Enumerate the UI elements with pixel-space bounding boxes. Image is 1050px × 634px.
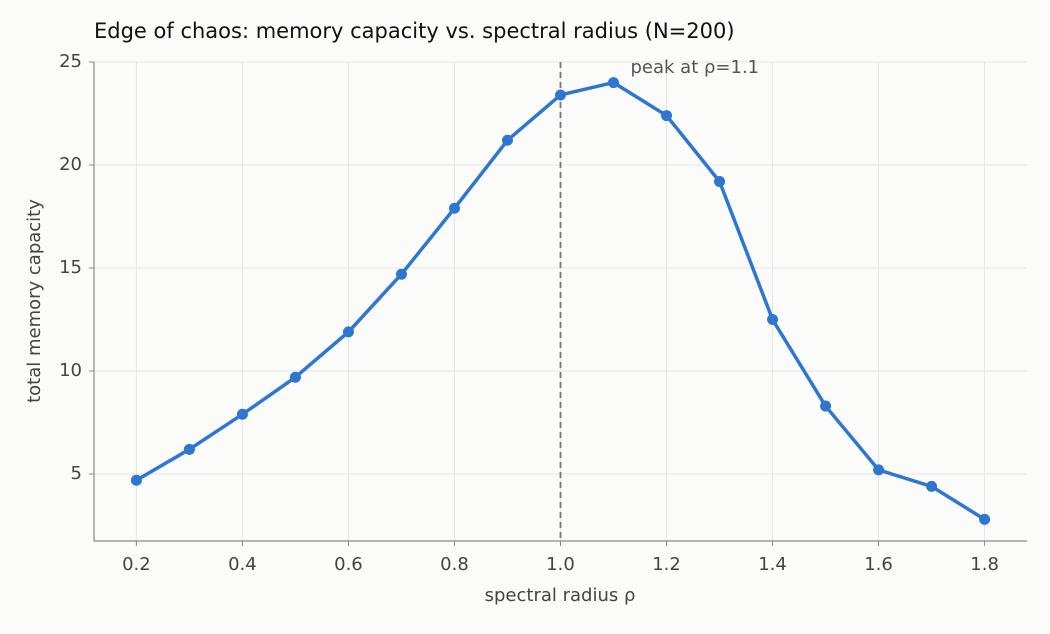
- data-point: [448, 202, 460, 214]
- x-tick-label: 1.0: [546, 554, 575, 575]
- data-point: [714, 175, 726, 187]
- y-tick-label: 25: [59, 51, 82, 72]
- data-point: [289, 371, 301, 383]
- x-tick-label: 1.6: [864, 554, 893, 575]
- data-point: [926, 480, 938, 492]
- x-tick-label: 0.6: [334, 554, 363, 575]
- data-point: [820, 400, 832, 412]
- x-tick-label: 1.2: [652, 554, 681, 575]
- y-axis-label: total memory capacity: [24, 199, 45, 403]
- data-point: [661, 110, 673, 122]
- y-tick-label: 10: [59, 360, 82, 381]
- annotation: peak at ρ=1.1: [631, 57, 760, 78]
- chart-title: Edge of chaos: memory capacity vs. spect…: [94, 19, 735, 43]
- y-tick-label: 15: [59, 257, 82, 278]
- data-point: [130, 474, 142, 486]
- data-point: [501, 134, 513, 146]
- y-tick-label: 5: [71, 463, 82, 484]
- data-point: [555, 89, 566, 101]
- y-tick-label: 20: [59, 154, 82, 175]
- x-axis-label: spectral radius ρ: [485, 585, 636, 606]
- x-tick-label: 0.4: [228, 554, 257, 575]
- x-tick-label: 0.8: [440, 554, 469, 575]
- x-tick-label: 1.4: [758, 554, 787, 575]
- data-point: [236, 408, 248, 420]
- data-point: [767, 314, 779, 326]
- x-tick-label: 0.2: [122, 554, 151, 575]
- data-point: [342, 326, 354, 338]
- data-point: [183, 443, 195, 455]
- data-point: [608, 77, 620, 89]
- x-tick-label: 1.8: [970, 554, 999, 575]
- data-point: [395, 268, 407, 280]
- data-point: [979, 513, 991, 525]
- data-point: [873, 464, 885, 476]
